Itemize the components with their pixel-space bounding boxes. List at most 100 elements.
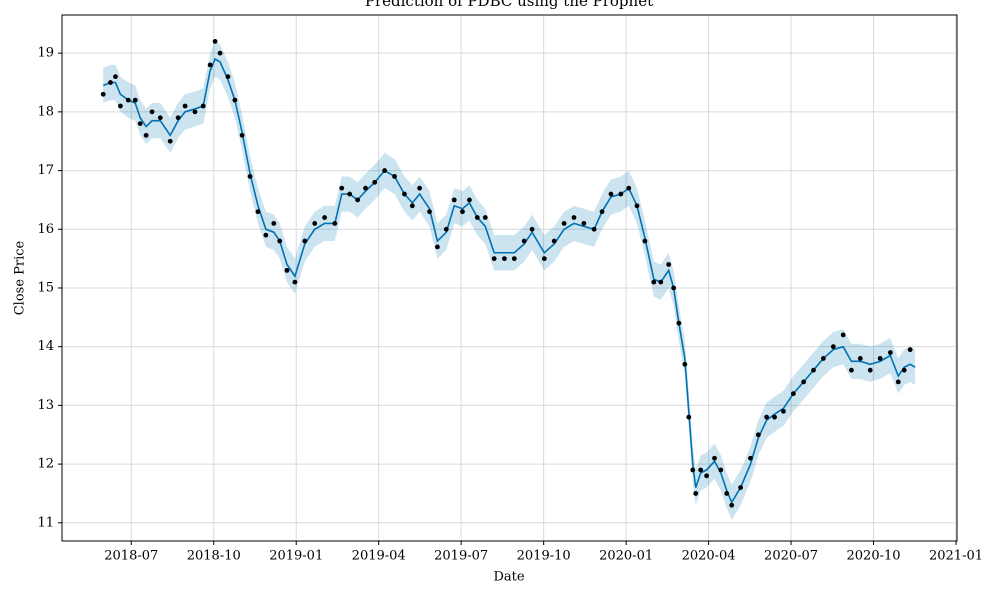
x-tick-label: 2018-07: [104, 549, 158, 564]
data-point: [581, 221, 587, 226]
data-point: [591, 226, 597, 232]
data-point: [443, 226, 449, 232]
data-point: [724, 491, 730, 496]
data-point: [529, 226, 535, 232]
data-point: [157, 115, 163, 121]
x-axis-label: Date: [493, 570, 524, 585]
data-point: [820, 356, 826, 361]
y-tick-label: 16: [37, 222, 54, 237]
data-point: [756, 432, 761, 438]
data-point: [137, 121, 143, 127]
data-point: [263, 232, 269, 238]
data-point: [571, 215, 577, 220]
data-point: [108, 80, 113, 85]
data-point: [175, 115, 181, 121]
x-tick-label: 2020-07: [764, 549, 818, 564]
data-point: [239, 132, 245, 138]
data-point: [207, 62, 213, 68]
data-point: [217, 50, 223, 56]
data-point: [748, 455, 753, 461]
data-point: [435, 244, 440, 250]
data-point: [764, 414, 770, 420]
data-point: [693, 491, 699, 496]
data-point: [255, 209, 261, 215]
grid: [62, 15, 957, 541]
data-point: [402, 191, 407, 197]
data-point: [682, 361, 688, 367]
data-point: [363, 185, 368, 191]
data-point: [192, 109, 198, 115]
y-tick-label: 12: [37, 457, 54, 472]
data-point: [332, 221, 338, 226]
data-point: [608, 191, 614, 197]
data-point: [811, 367, 816, 373]
data-point: [284, 267, 290, 273]
y-tick-label: 13: [37, 398, 54, 413]
data-point: [143, 132, 149, 138]
data-point: [781, 408, 786, 414]
data-point: [212, 39, 218, 44]
data-point: [100, 91, 106, 97]
x-tick-label: 2020-01: [599, 549, 653, 564]
plot-frame: [61, 14, 958, 542]
y-tick-label: 15: [37, 280, 54, 295]
data-point: [618, 191, 624, 197]
data-point: [561, 221, 567, 226]
y-tick-label: 11: [37, 515, 54, 530]
data-point: [686, 414, 692, 420]
data-point: [651, 279, 657, 285]
data-point: [460, 209, 465, 215]
data-point: [225, 74, 231, 80]
data-point: [907, 347, 913, 353]
data-point: [149, 109, 155, 115]
data-point: [599, 209, 605, 215]
data-point: [712, 455, 717, 461]
data-point: [417, 185, 423, 191]
x-tick-label: 2020-04: [682, 549, 736, 564]
data-point: [427, 209, 432, 215]
data-point: [857, 356, 863, 361]
y-tick-label: 17: [37, 163, 54, 178]
data-point: [801, 379, 806, 385]
data-point: [501, 256, 507, 262]
data-point: [887, 350, 893, 355]
x-tick-label: 2020-10: [847, 549, 901, 564]
data-point: [840, 332, 846, 338]
x-tick-label: 2019-10: [517, 549, 571, 564]
data-point: [666, 262, 672, 267]
x-tick-label: 2019-04: [352, 549, 406, 564]
data-point: [347, 191, 353, 197]
data-point: [901, 367, 907, 373]
data-point: [551, 238, 557, 244]
data-point: [113, 74, 118, 80]
data-point: [167, 138, 173, 144]
x-tick-label: 2018-10: [187, 549, 241, 564]
data-point: [521, 238, 527, 244]
data-point: [467, 197, 472, 203]
data-point: [355, 197, 360, 203]
data-point: [372, 179, 378, 185]
data-point: [671, 285, 677, 291]
data-point: [474, 215, 480, 220]
uncertainty-band: [103, 41, 916, 520]
data-point: [698, 467, 704, 473]
data-point: [322, 215, 327, 220]
data-point: [849, 367, 854, 373]
data-point: [117, 103, 123, 109]
x-tick-label: 2019-01: [269, 549, 323, 564]
data-point: [247, 174, 253, 179]
data-point: [511, 256, 517, 262]
data-point: [626, 185, 632, 191]
y-tick-label: 19: [37, 46, 54, 61]
data-point: [642, 238, 648, 244]
data-point: [704, 473, 710, 479]
y-axis-label: Close Price: [13, 240, 28, 315]
data-point: [729, 502, 735, 508]
data-point: [634, 203, 640, 209]
data-point: [676, 320, 682, 326]
data-point: [271, 221, 277, 226]
data-point: [182, 103, 188, 109]
data-point: [200, 103, 206, 109]
